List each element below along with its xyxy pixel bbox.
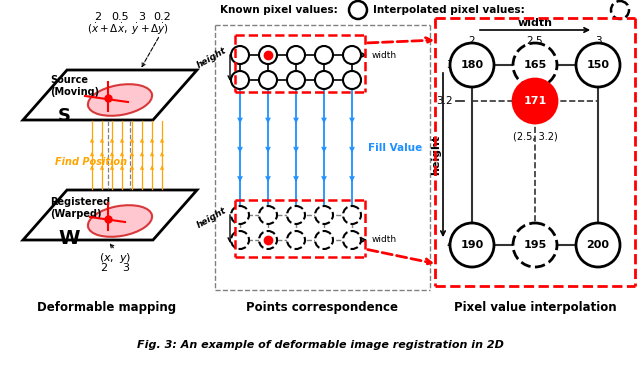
Ellipse shape bbox=[343, 231, 361, 249]
Text: 150: 150 bbox=[586, 60, 609, 70]
Ellipse shape bbox=[315, 206, 333, 224]
Ellipse shape bbox=[259, 46, 277, 64]
Ellipse shape bbox=[88, 84, 152, 116]
Ellipse shape bbox=[259, 71, 277, 89]
Ellipse shape bbox=[287, 71, 305, 89]
Text: height: height bbox=[431, 135, 441, 175]
Text: Fig. 3: An example of deformable image registration in 2D: Fig. 3: An example of deformable image r… bbox=[136, 340, 504, 350]
Text: 2.5: 2.5 bbox=[527, 36, 543, 46]
Text: 2: 2 bbox=[468, 36, 476, 46]
Text: W: W bbox=[58, 229, 79, 248]
Text: height: height bbox=[195, 206, 228, 230]
Ellipse shape bbox=[231, 206, 249, 224]
Text: 0.5: 0.5 bbox=[111, 12, 129, 22]
Text: 2: 2 bbox=[100, 263, 108, 273]
Ellipse shape bbox=[343, 206, 361, 224]
Ellipse shape bbox=[287, 46, 305, 64]
Text: Pixel value interpolation: Pixel value interpolation bbox=[454, 301, 616, 315]
Ellipse shape bbox=[576, 223, 620, 267]
Ellipse shape bbox=[343, 71, 361, 89]
Text: (2.5, 3.2): (2.5, 3.2) bbox=[513, 131, 557, 141]
Text: width: width bbox=[372, 235, 397, 245]
Text: Fill Value: Fill Value bbox=[368, 143, 422, 153]
Text: 3: 3 bbox=[122, 263, 129, 273]
Text: 195: 195 bbox=[524, 240, 547, 250]
Text: 3.2: 3.2 bbox=[436, 96, 453, 106]
Text: Source
(Moving): Source (Moving) bbox=[50, 75, 99, 97]
Text: 2: 2 bbox=[95, 12, 102, 22]
Text: 171: 171 bbox=[524, 96, 547, 106]
Text: Find Position: Find Position bbox=[55, 157, 127, 167]
Ellipse shape bbox=[259, 206, 277, 224]
Ellipse shape bbox=[450, 223, 494, 267]
Ellipse shape bbox=[88, 205, 152, 237]
Ellipse shape bbox=[450, 43, 494, 87]
Text: Interpolated pixel values:: Interpolated pixel values: bbox=[373, 5, 525, 15]
Text: 180: 180 bbox=[460, 60, 484, 70]
Text: 3: 3 bbox=[446, 60, 453, 70]
Text: S: S bbox=[58, 107, 71, 125]
Text: 190: 190 bbox=[460, 240, 484, 250]
Ellipse shape bbox=[231, 46, 249, 64]
Text: height: height bbox=[195, 46, 228, 70]
Ellipse shape bbox=[611, 1, 629, 19]
Text: 0.2: 0.2 bbox=[153, 12, 171, 22]
Text: $(x,\ y)$: $(x,\ y)$ bbox=[99, 251, 131, 265]
Ellipse shape bbox=[287, 206, 305, 224]
Text: 4: 4 bbox=[446, 240, 453, 250]
Ellipse shape bbox=[513, 223, 557, 267]
Text: width: width bbox=[372, 50, 397, 59]
Text: width: width bbox=[518, 18, 552, 28]
Text: 3: 3 bbox=[138, 12, 145, 22]
Text: 3: 3 bbox=[595, 36, 602, 46]
Ellipse shape bbox=[576, 43, 620, 87]
Text: $(\dot{x}+\Delta\dot{x},\ \dot{y}+\Delta\dot{y})$: $(\dot{x}+\Delta\dot{x},\ \dot{y}+\Delta… bbox=[87, 22, 169, 37]
Ellipse shape bbox=[231, 71, 249, 89]
Ellipse shape bbox=[513, 43, 557, 87]
Ellipse shape bbox=[231, 231, 249, 249]
Text: Points correspondence: Points correspondence bbox=[246, 301, 398, 315]
Ellipse shape bbox=[343, 46, 361, 64]
Text: Registered
(Warped): Registered (Warped) bbox=[50, 197, 110, 219]
Text: Deformable mapping: Deformable mapping bbox=[37, 301, 177, 315]
Ellipse shape bbox=[315, 71, 333, 89]
Ellipse shape bbox=[349, 1, 367, 19]
Ellipse shape bbox=[315, 46, 333, 64]
Ellipse shape bbox=[315, 231, 333, 249]
Text: 200: 200 bbox=[586, 240, 609, 250]
Ellipse shape bbox=[513, 79, 557, 123]
Text: Known pixel values:: Known pixel values: bbox=[220, 5, 338, 15]
Ellipse shape bbox=[259, 231, 277, 249]
Ellipse shape bbox=[287, 231, 305, 249]
Text: 165: 165 bbox=[524, 60, 547, 70]
